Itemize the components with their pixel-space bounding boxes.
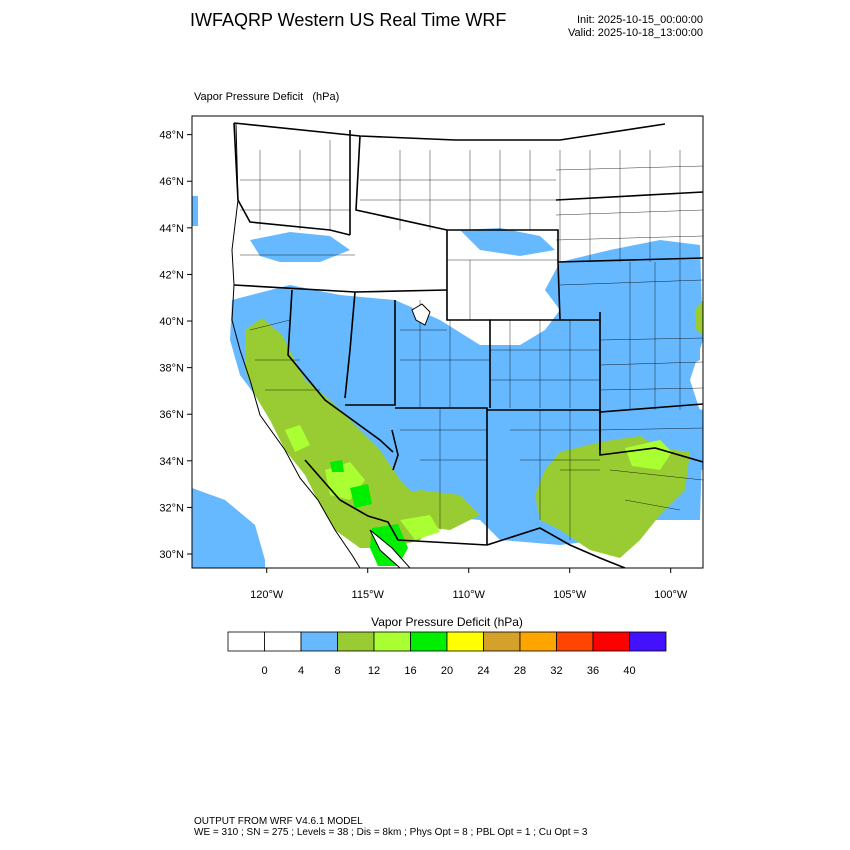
colorbar-swatch xyxy=(227,631,265,652)
lat-tick-label: 42°N xyxy=(159,269,184,281)
colorbar-swatch xyxy=(264,631,302,652)
colorbar-tick-label: 8 xyxy=(334,665,340,677)
colorbar-swatch xyxy=(519,631,557,652)
valid-time: Valid: 2025-10-18_13:00:00 xyxy=(568,27,703,39)
lat-tick-label: 30°N xyxy=(159,549,184,561)
latitude-axis: 30°N 32°N 34°N 36°N 38°N 40°N 42°N 44°N 46°N 48°N xyxy=(159,130,192,561)
model-info-line-1: OUTPUT FROM WRF V4.6.1 MODEL xyxy=(194,816,363,827)
colorbar-swatch xyxy=(629,631,667,652)
colorbar-tick-label: 16 xyxy=(404,665,416,677)
colorbar-swatch xyxy=(337,631,375,652)
field-label: Vapor Pressure Deficit (hPa) xyxy=(194,91,340,103)
county-borders xyxy=(240,140,703,540)
lat-tick-label: 38°N xyxy=(159,363,184,375)
gulf-of-california xyxy=(369,529,411,568)
great-salt-lake xyxy=(411,303,431,326)
page-title: IWFAQRP Western US Real Time WRF xyxy=(190,10,507,30)
colorbar-tick-label: 24 xyxy=(477,665,489,677)
colorbar-swatch xyxy=(483,631,521,652)
colorbar-swatch xyxy=(300,631,338,652)
colorbar-swatch xyxy=(373,631,411,652)
coastline xyxy=(231,123,361,568)
colorbar-title: Vapor Pressure Deficit (hPa) xyxy=(371,615,523,629)
model-info-line-2: WE = 310 ; SN = 275 ; Levels = 38 ; Dis … xyxy=(194,827,588,838)
colorbar-tick-label: 40 xyxy=(623,665,635,677)
lat-tick-label: 32°N xyxy=(159,502,184,514)
colorbar-swatch xyxy=(410,631,448,652)
lat-tick-label: 46°N xyxy=(159,176,184,188)
lon-tick-label: 110°W xyxy=(453,589,486,601)
colorbar-tick-label: 36 xyxy=(587,665,599,677)
lat-tick-label: 48°N xyxy=(159,130,184,142)
lat-tick-label: 44°N xyxy=(159,223,184,235)
map-area xyxy=(192,116,703,568)
colorbar-tick-label: 20 xyxy=(441,665,453,677)
lon-tick-label: 115°W xyxy=(352,589,385,601)
lat-tick-label: 40°N xyxy=(159,316,184,328)
lon-tick-label: 120°W xyxy=(250,589,284,601)
lat-tick-label: 36°N xyxy=(159,409,184,421)
init-time: Init: 2025-10-15_00:00:00 xyxy=(577,14,703,26)
longitude-axis: 120°W 115°W 110°W 105°W 100°W xyxy=(250,568,688,601)
colorbar-tick-label: 0 xyxy=(261,665,267,677)
colorbar-swatch xyxy=(592,631,630,652)
map-frame xyxy=(191,115,704,569)
lat-tick-label: 34°N xyxy=(159,456,184,468)
lon-tick-label: 105°W xyxy=(553,589,587,601)
colorbar-tick-label: 28 xyxy=(514,665,526,677)
colorbar-swatch xyxy=(556,631,594,652)
lon-tick-label: 100°W xyxy=(654,589,688,601)
colorbar-tick-label: 32 xyxy=(550,665,562,677)
colorbar-tick-label: 12 xyxy=(368,665,380,677)
state-borders xyxy=(233,122,703,568)
colorbar: 0 4 8 12 16 20 24 28 32 36 40 xyxy=(227,631,667,677)
colorbar-swatch xyxy=(446,631,484,652)
colorbar-tick-label: 4 xyxy=(298,665,304,677)
